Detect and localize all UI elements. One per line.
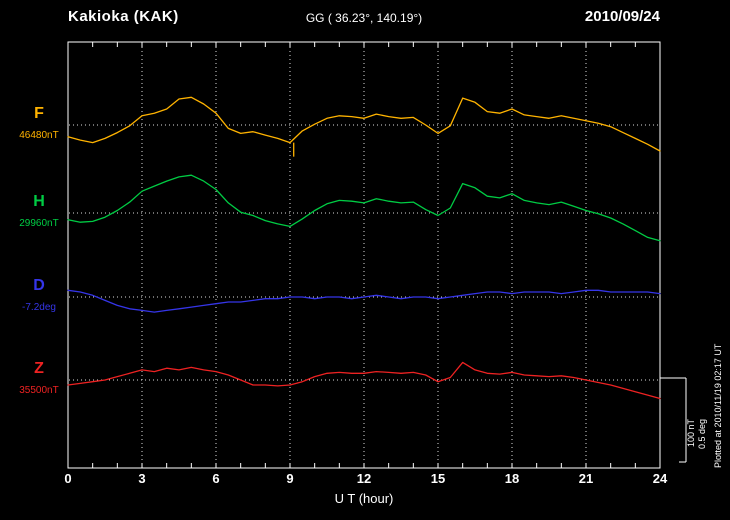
x-tick-label-18: 18 — [504, 471, 520, 486]
trace-label-F: F — [34, 105, 44, 122]
trace-baseline-value-H: 29960nT — [19, 218, 59, 229]
x-tick-label-6: 6 — [212, 471, 220, 486]
trace-Z-line — [67, 361, 661, 400]
trace-baseline-value-D: -7.2deg — [22, 302, 56, 313]
station-title: Kakioka (KAK) — [68, 8, 179, 25]
trace-label-Z: Z — [34, 360, 44, 377]
x-tick-label-12: 12 — [356, 471, 372, 486]
station-coordinates: GG ( 36.23°, 140.19°) — [305, 11, 423, 25]
x-tick-label-0: 0 — [64, 471, 72, 486]
x-tick-label-9: 9 — [286, 471, 294, 486]
scale-bar-label-nt: 100 nT — [686, 418, 696, 447]
trace-H-line — [67, 174, 661, 242]
trace-baseline-value-F: 46480nT — [19, 130, 59, 141]
trace-F-line — [67, 96, 661, 152]
x-tick-label-15: 15 — [430, 471, 446, 486]
plot-date: 2010/09/24 — [584, 8, 660, 25]
trace-label-D: D — [33, 277, 45, 294]
x-tick-label-24: 24 — [652, 471, 668, 486]
plotted-at-note: Plotted at 2010/11/19 02:17 UT — [713, 343, 723, 468]
x-axis-title: U T (hour) — [334, 491, 394, 506]
trace-baseline-value-Z: 35500nT — [19, 385, 59, 396]
trace-label-H: H — [33, 193, 45, 210]
x-tick-label-3: 3 — [138, 471, 146, 486]
scale-bar-label-deg: 0.5 deg — [697, 418, 707, 449]
trace-D-line — [67, 289, 661, 313]
x-tick-label-21: 21 — [578, 471, 594, 486]
